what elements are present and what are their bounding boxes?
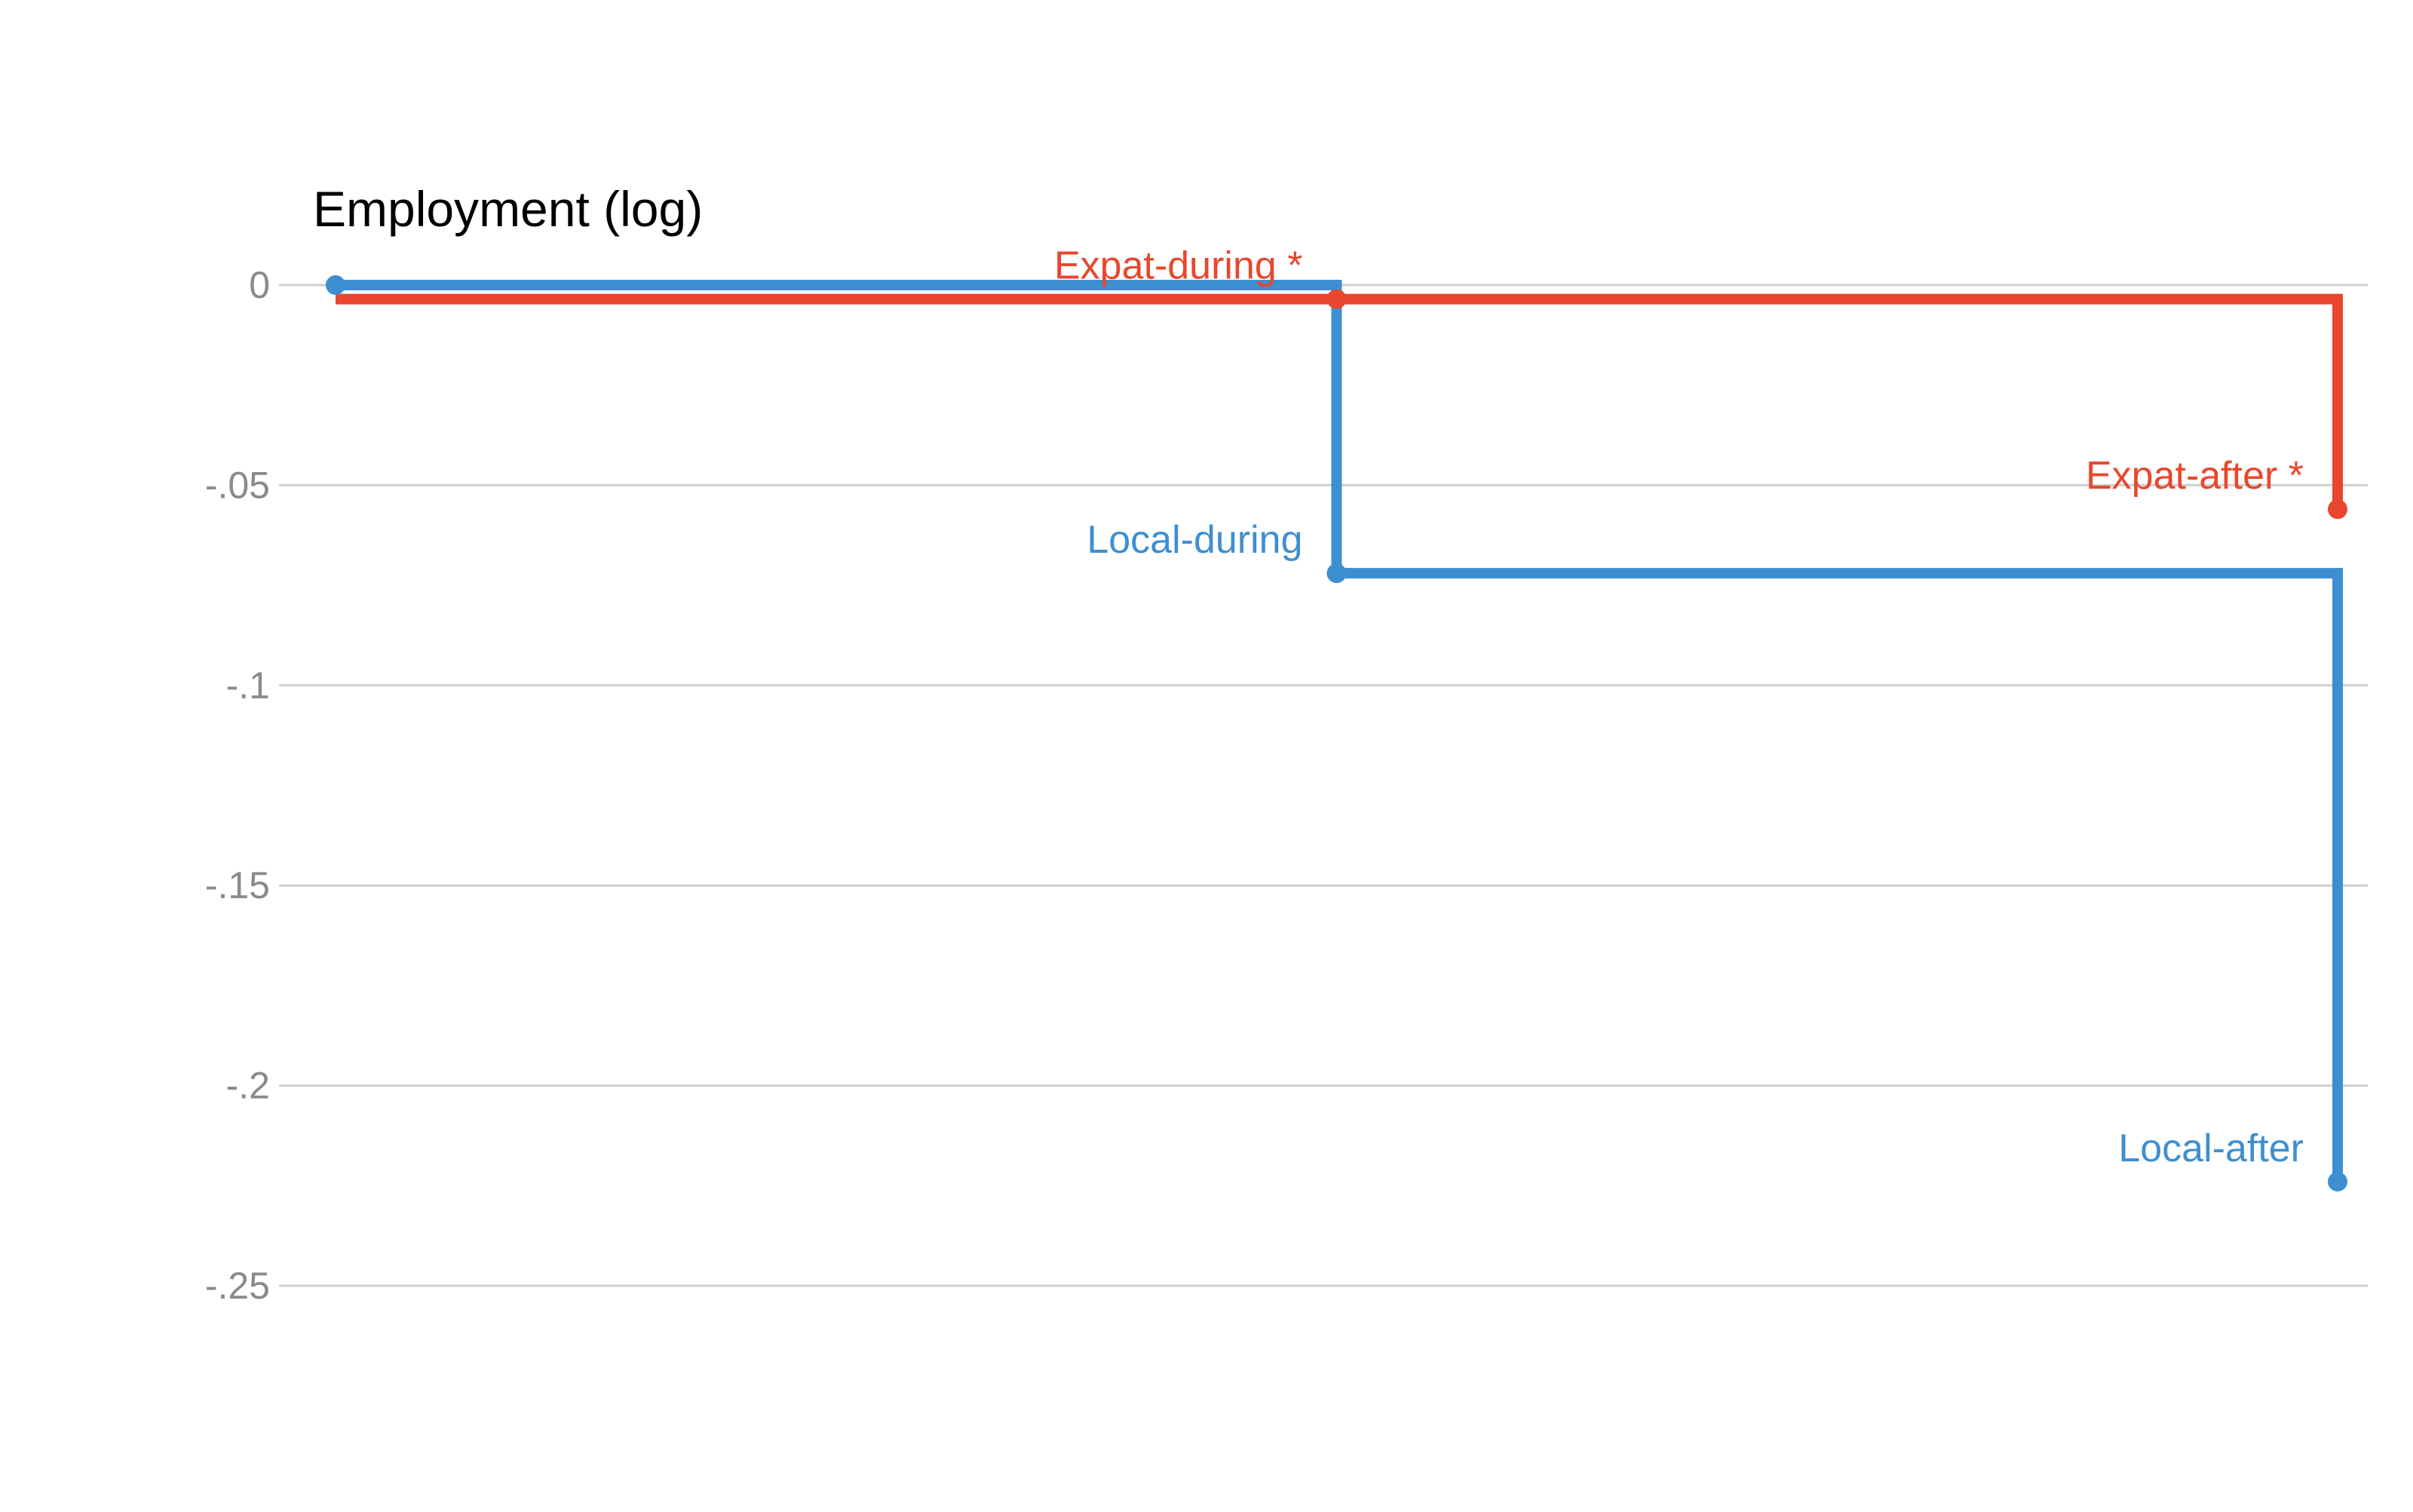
y-tick-label: -.05: [205, 464, 270, 506]
data-point-local: [1326, 563, 1347, 584]
data-point-local: [326, 275, 345, 295]
data-label: Local-during: [1087, 518, 1302, 562]
gridlines: [279, 284, 2368, 1287]
y-tick-labels: 0 -.05 -.1 -.15 -.2 -.25: [205, 264, 270, 1307]
data-point-expat: [1326, 289, 1347, 309]
series: [326, 275, 2347, 1192]
y-tick-label: -.1: [226, 664, 270, 707]
y-tick-label: -.25: [205, 1265, 270, 1307]
series-line-expat: [336, 293, 2343, 510]
data-label: Expat-after *: [2086, 454, 2304, 498]
y-tick-label: 0: [249, 264, 270, 306]
data-point-expat: [2328, 499, 2347, 520]
y-tick-label: -.15: [205, 864, 270, 906]
y-axis-title: Employment (log): [313, 181, 703, 237]
data-label: Expat-during *: [1054, 244, 1303, 288]
series-labels: Expat-during * Expat-after * Local-during L…: [1054, 244, 2304, 1170]
series-line-local: [336, 280, 2343, 1182]
data-label: Local-after: [2118, 1127, 2304, 1170]
data-point-local: [2328, 1171, 2347, 1192]
y-tick-label: -.2: [226, 1065, 270, 1107]
